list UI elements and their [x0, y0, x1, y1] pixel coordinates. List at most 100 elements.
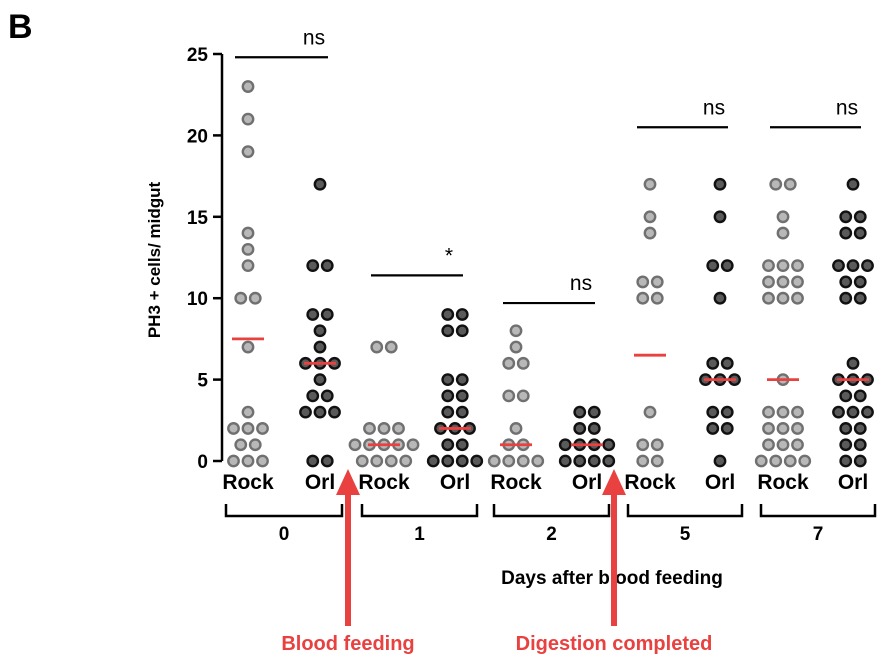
data-point-rock-day0 — [241, 454, 255, 468]
y-axis-label: PH3 + cells/ midgut — [145, 181, 164, 338]
group-label-rock-day1: Rock — [358, 471, 410, 494]
data-point-rock-day5 — [636, 291, 650, 305]
data-point-orl-day1 — [470, 454, 484, 468]
data-point-orl-day0 — [313, 373, 327, 386]
group-label-rock-day0: Rock — [222, 471, 274, 494]
group-label-rock-day2: Rock — [490, 471, 542, 494]
data-point-orl-day5 — [720, 405, 734, 419]
data-point-orl-day7 — [853, 422, 867, 435]
significance-label-day1: * — [445, 244, 453, 267]
data-point-rock-day2 — [516, 356, 530, 370]
day-label-1: 1 — [414, 524, 425, 545]
data-point-rock-day5 — [650, 454, 664, 468]
data-point-orl-day5 — [713, 291, 727, 305]
data-point-rock-day0 — [248, 291, 262, 305]
data-point-orl-day7 — [839, 389, 853, 403]
data-point-orl-day1 — [441, 389, 455, 403]
data-point-orl-day0 — [306, 308, 320, 321]
data-point-orl-day7 — [839, 275, 853, 289]
data-point-orl-day0 — [299, 405, 312, 419]
data-point-orl-day0 — [320, 389, 334, 403]
data-point-rock-day7 — [762, 405, 775, 419]
data-point-orl-day0 — [313, 177, 327, 191]
data-point-orl-day2 — [573, 454, 587, 468]
data-point-orl-day7 — [853, 291, 867, 305]
data-point-rock-day2 — [516, 454, 530, 468]
data-point-orl-day7 — [853, 275, 867, 289]
data-point-orl-day7 — [839, 210, 853, 224]
data-point-rock-day7 — [798, 454, 812, 468]
data-point-rock-day5 — [636, 438, 650, 452]
data-point-orl-day5 — [706, 259, 720, 273]
data-point-rock-day7 — [776, 291, 790, 305]
data-point-rock-day7 — [783, 454, 797, 468]
data-point-rock-day7 — [791, 422, 804, 435]
data-point-orl-day0 — [306, 389, 320, 403]
data-point-orl-day7 — [839, 438, 853, 452]
y-tick-label: 15 — [187, 208, 209, 229]
group-bracket-day7 — [759, 504, 877, 518]
data-point-orl-day0 — [313, 405, 327, 419]
data-point-rock-day5 — [636, 275, 650, 289]
data-point-rock-day7 — [783, 177, 797, 191]
data-point-rock-day7 — [776, 210, 790, 224]
group-bracket-day1 — [360, 504, 479, 518]
data-point-orl-day7 — [853, 389, 867, 403]
annotation-arrows: Blood feeding Digestion completed — [281, 469, 712, 655]
annotation-arrow-head — [336, 469, 360, 495]
data-point-orl-day7 — [853, 210, 867, 224]
significance-label-day0: ns — [303, 26, 325, 49]
data-point-rock-day0 — [227, 454, 240, 468]
data-point-orl-day5 — [713, 210, 727, 224]
day-label-7: 7 — [813, 524, 824, 545]
data-point-orl-day2 — [587, 422, 601, 435]
y-tick-label: 25 — [187, 45, 209, 66]
data-point-orl-day1 — [455, 324, 469, 338]
data-point-orl-day2 — [602, 438, 616, 452]
y-tick-label: 5 — [197, 371, 208, 392]
group-label-orl-day1: Orl — [440, 471, 470, 494]
panel-letter: B — [8, 8, 33, 46]
data-point-rock-day0 — [241, 422, 255, 435]
data-point-rock-day0 — [241, 242, 255, 256]
data-point-orl-day7 — [861, 259, 874, 273]
annotation-label: Blood feeding — [281, 633, 414, 655]
data-point-rock-day2 — [531, 454, 545, 468]
data-point-orl-day1 — [441, 373, 455, 386]
data-point-rock-day0 — [256, 422, 269, 435]
data-point-rock-day7 — [791, 275, 804, 289]
group-label-orl-day2: Orl — [572, 471, 602, 494]
data-point-orl-day2 — [587, 454, 601, 468]
data-point-rock-day0 — [248, 438, 262, 452]
data-point-orl-day1 — [441, 324, 455, 338]
data-point-rock-day7 — [769, 177, 783, 191]
data-point-orl-day5 — [713, 454, 727, 468]
annotation-arrow-head — [602, 469, 626, 495]
data-point-orl-day5 — [720, 422, 734, 435]
y-tick-label: 20 — [187, 126, 208, 147]
data-point-orl-day0 — [306, 454, 320, 468]
data-point-rock-day0 — [241, 145, 255, 159]
data-point-rock-day1 — [355, 454, 369, 468]
data-point-orl-day2 — [573, 405, 587, 419]
data-point-rock-day0 — [241, 405, 255, 419]
data-point-orl-day7 — [846, 405, 860, 419]
data-point-orl-day1 — [455, 454, 469, 468]
significance-label-day5: ns — [703, 96, 725, 119]
data-point-orl-day1 — [455, 405, 469, 419]
y-tick-label: 10 — [187, 289, 208, 310]
data-point-orl-day1 — [441, 308, 455, 321]
data-point-rock-day2 — [516, 389, 530, 403]
data-point-orl-day2 — [558, 454, 572, 468]
x-axis-groups: Rock Orl 0 Rock Orl 1 Rock Orl 2 Rock Orl 5 Rock Orl 7 — [222, 471, 877, 545]
data-point-orl-day7 — [839, 226, 853, 240]
data-point-orl-day2 — [602, 454, 616, 468]
data-point-orl-day7 — [832, 259, 845, 273]
data-point-rock-day1 — [399, 454, 413, 468]
data-point-orl-day7 — [853, 438, 867, 452]
data-point-rock-day5 — [650, 275, 664, 289]
data-point-rock-day0 — [227, 422, 240, 435]
data-point-orl-day5 — [706, 356, 720, 370]
data-point-rock-day1 — [406, 438, 420, 452]
